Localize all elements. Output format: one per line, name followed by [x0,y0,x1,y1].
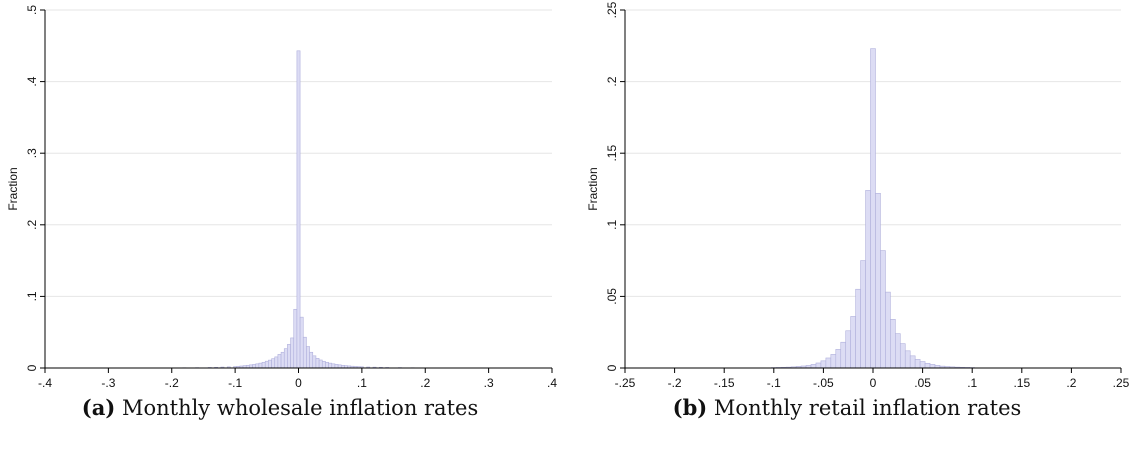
histogram-bar [865,190,871,369]
histogram-bar [909,355,916,369]
x-tick-label: .1 [967,376,977,390]
x-tick-label: .05 [914,376,931,390]
histogram-bar [283,348,288,369]
x-tick-label: -.15 [714,376,735,390]
histogram-bar [261,361,266,369]
y-tick-label: 0 [605,364,619,371]
histogram-bar [855,288,861,369]
x-tick-label: .25 [1113,376,1129,390]
x-tick-label: -.1 [767,376,781,390]
histogram-bar [306,346,310,369]
caption-a-tag: (a) [81,395,116,420]
histogram-bar [268,359,272,369]
histogram-bar [334,364,339,369]
x-tick-label: .2 [420,376,430,390]
histogram-bar [280,351,285,369]
x-tick-label: .15 [1013,376,1030,390]
y-tick-label: .2 [25,219,39,229]
x-tick-label: -.2 [165,376,179,390]
histogram-bar [825,357,832,369]
y-tick-label: .1 [605,219,619,229]
histogram-bar [820,360,827,369]
histogram-bar [290,337,295,369]
caption-a-text: Monthly wholesale inflation rates [121,396,479,420]
histogram-bar [840,341,847,369]
histogram-bar [875,192,881,369]
x-tick-label: 0 [295,376,302,390]
histogram-bar [929,364,936,369]
histogram-bar [287,344,291,369]
histogram-bar [835,349,842,369]
histogram-bar [312,355,317,369]
y-tick-label: .1 [25,291,39,301]
x-tick-label: .1 [357,376,367,390]
y-tick-label: .4 [25,76,39,86]
histogram-bar [318,359,323,369]
caption-b-tag: (b) [672,395,708,420]
histogram-bar [919,361,926,369]
histogram-bar [252,364,257,369]
chart-panel-a: -.4 -.3 -.2 -.1 0 .1 .2 .3 .4 0 .1 .2 .3 .4 .5 Fraction… [0,0,560,460]
y-tick-label: .05 [605,288,619,305]
histogram-bar [258,362,263,369]
histogram-bar [914,359,921,369]
histogram-bar [845,330,851,369]
histogram-bar [321,360,326,369]
x-tick-label: -.25 [615,376,636,390]
histogram-bar [899,343,906,369]
x-tick-label: -.4 [38,376,52,390]
x-tick-label: .2 [1066,376,1076,390]
caption-b: (b) Monthly retail inflation rates [565,395,1129,420]
y-tick-label: .5 [25,5,39,15]
histogram-bar [277,354,282,369]
histogram-bar [870,48,876,369]
bars [182,50,415,369]
histogram-bar [860,260,866,369]
x-tick-label: 0 [870,376,877,390]
histogram-bar [850,316,856,369]
histogram-bar [880,250,886,369]
chart-panel-b: -.25 -.2 -.15 -.1 -.05 0 .05 .1 .15 .2 .25 0 .05 .1 .1… [565,0,1129,460]
y-tick-label: 0 [25,364,39,371]
y-tick-label: .2 [605,76,619,86]
y-axis-label: Fraction [586,167,600,210]
histogram-bar [271,358,276,369]
histogram-bar [890,319,896,369]
histogram-bar [895,333,901,369]
histogram-bar [274,356,279,369]
y-tick-label: .15 [605,145,619,162]
histogram-bar [325,361,329,369]
x-tick-label: -.2 [668,376,682,390]
chart-a: -.4 -.3 -.2 -.1 0 .1 .2 .3 .4 0 .1 .2 .3 .4 .5 Fraction [6,5,557,390]
histogram-bar [331,363,336,369]
y-axis-label: Fraction [6,167,20,210]
histogram-bar [810,364,817,369]
chart-b: -.25 -.2 -.15 -.1 -.05 0 .05 .1 .15 .2 .25 0 .05 .1 .1… [586,1,1129,390]
histogram-bar [302,336,307,369]
histogram-bar [924,362,931,369]
x-tick-label: -.3 [101,376,115,390]
x-tick-label: -.05 [813,376,834,390]
histogram-bar [328,362,333,369]
histogram-bar [830,354,837,369]
histogram-bar [264,360,269,369]
x-tick-label: .4 [547,376,557,390]
histogram-bar [293,308,298,369]
bars [771,48,975,369]
x-tick-label: -.1 [228,376,242,390]
histogram-bar [904,350,911,369]
histogram-bar [255,363,260,369]
histogram-bar [296,50,301,369]
x-tick-label: .3 [484,376,494,390]
y-tick-label: .3 [25,148,39,158]
y-tick-label: .25 [605,1,619,18]
histogram-bar [885,291,891,369]
histogram-bar [815,362,822,369]
histogram-bar [309,351,314,369]
histogram-bar [315,358,320,369]
histogram-bar [299,316,304,369]
caption-a: (a) Monthly wholesale inflation rates [0,395,560,420]
caption-b-text: Monthly retail inflation rates [713,396,1022,420]
